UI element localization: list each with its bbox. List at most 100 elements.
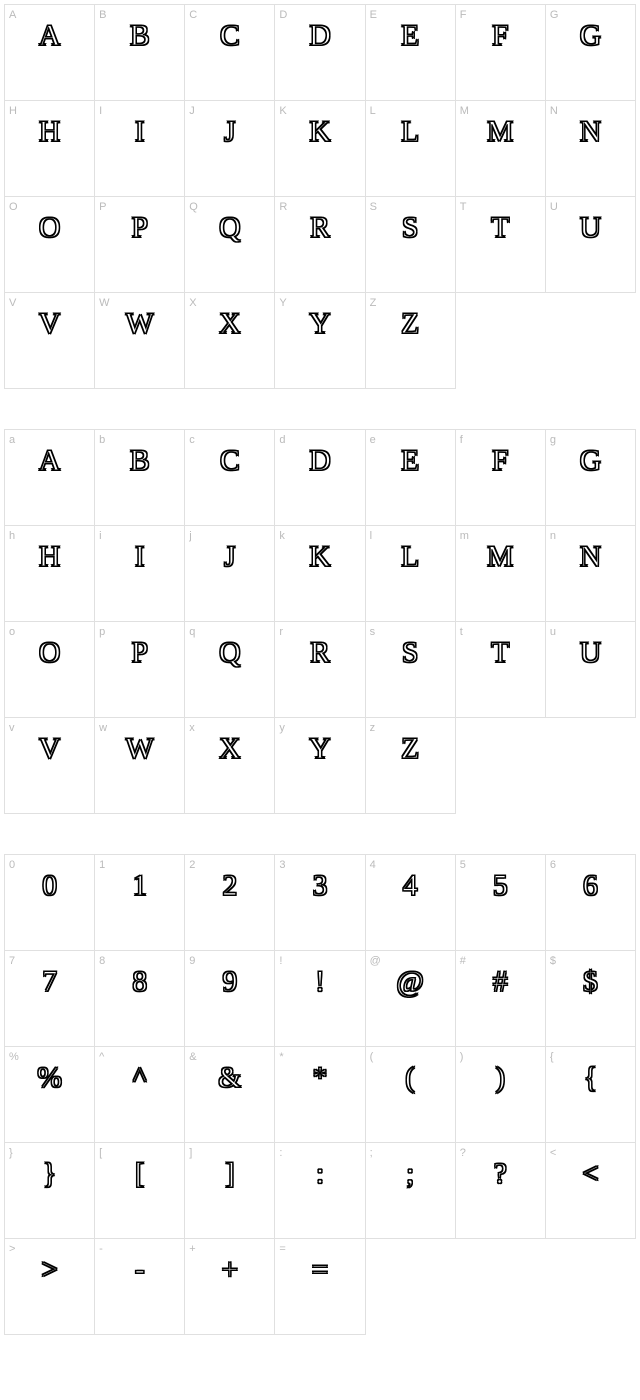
glyph-cell[interactable]: << [546,1143,636,1239]
glyph-cell[interactable]: }} [5,1143,95,1239]
glyph-cell[interactable]: 00 [5,855,95,951]
glyph-cell[interactable]: {{ [546,1047,636,1143]
glyph-cell[interactable]: jJ [185,526,275,622]
glyph-label: A [9,9,16,21]
glyph-cell[interactable]: HH [5,101,95,197]
glyph-cell[interactable]: iI [95,526,185,622]
glyph-cell[interactable]: qQ [185,622,275,718]
glyph-cell[interactable]: ZZ [366,293,456,389]
glyph-cell[interactable]: LL [366,101,456,197]
glyph-cell[interactable]: QQ [185,197,275,293]
glyph-label: ) [460,1051,464,1063]
glyph-cell[interactable]: ?? [456,1143,546,1239]
glyph-label: M [460,105,469,117]
glyph-cell[interactable]: MM [456,101,546,197]
glyph-cell[interactable]: pP [95,622,185,718]
glyph-cell[interactable]: :: [275,1143,365,1239]
glyph-cell[interactable]: JJ [185,101,275,197]
glyph-cell[interactable]: && [185,1047,275,1143]
glyph-cell[interactable]: mM [456,526,546,622]
glyph-cell[interactable]: WW [95,293,185,389]
glyph-cell[interactable]: @@ [366,951,456,1047]
glyph-cell[interactable]: eE [366,430,456,526]
glyph-cell[interactable]: xX [185,718,275,814]
glyph-cell[interactable]: rR [275,622,365,718]
glyph-cell[interactable]: !! [275,951,365,1047]
glyph-cell[interactable]: ]] [185,1143,275,1239]
glyph-cell[interactable]: YY [275,293,365,389]
glyph-cell[interactable]: 11 [95,855,185,951]
glyph-cell[interactable]: uU [546,622,636,718]
glyph-cell[interactable]: -- [95,1239,185,1335]
glyph-cell[interactable]: yY [275,718,365,814]
glyph-cell[interactable]: [[ [95,1143,185,1239]
glyph-cell[interactable]: wW [95,718,185,814]
glyph-cell[interactable]: TT [456,197,546,293]
glyph-cell[interactable]: $$ [546,951,636,1047]
glyph-cell[interactable]: cC [185,430,275,526]
glyph-cell[interactable]: DD [275,5,365,101]
glyph-cell[interactable]: sS [366,622,456,718]
glyph-cell[interactable]: CC [185,5,275,101]
glyph-cell[interactable]: dD [275,430,365,526]
glyph-label: m [460,530,469,542]
glyph-label: 3 [279,859,285,871]
glyph-label: F [460,9,467,21]
glyph-preview: = [312,1253,329,1287]
glyph-cell[interactable]: SS [366,197,456,293]
glyph-cell[interactable]: nN [546,526,636,622]
glyph-cell[interactable]: 88 [95,951,185,1047]
glyph-cell[interactable]: )) [456,1047,546,1143]
glyph-preview: S [402,211,419,245]
glyph-cell[interactable]: tT [456,622,546,718]
glyph-cell[interactable]: == [275,1239,365,1335]
glyph-label: f [460,434,463,446]
glyph-cell[interactable]: 22 [185,855,275,951]
glyph-cell[interactable]: II [95,101,185,197]
glyph-cell[interactable]: 66 [546,855,636,951]
glyph-cell[interactable]: 44 [366,855,456,951]
glyph-cell[interactable]: hH [5,526,95,622]
glyph-cell[interactable]: bB [95,430,185,526]
glyph-cell[interactable]: vV [5,718,95,814]
glyph-cell[interactable]: 77 [5,951,95,1047]
glyph-preview: V [39,307,61,341]
glyph-cell[interactable]: 55 [456,855,546,951]
glyph-cell[interactable]: XX [185,293,275,389]
glyph-preview: W [126,732,154,766]
glyph-cell[interactable]: gG [546,430,636,526]
glyph-cell[interactable]: (( [366,1047,456,1143]
glyph-cell[interactable]: zZ [366,718,456,814]
glyph-cell[interactable]: ;; [366,1143,456,1239]
glyph-cell[interactable]: >> [5,1239,95,1335]
glyph-label: t [460,626,463,638]
glyph-label: { [550,1051,554,1063]
glyph-cell[interactable]: OO [5,197,95,293]
glyph-label: * [279,1051,283,1063]
glyph-cell[interactable]: EE [366,5,456,101]
glyph-cell[interactable]: GG [546,5,636,101]
glyph-cell[interactable]: ** [275,1047,365,1143]
glyph-cell[interactable]: aA [5,430,95,526]
glyph-cell[interactable]: 99 [185,951,275,1047]
glyph-cell[interactable]: 33 [275,855,365,951]
glyph-preview: C [220,444,240,478]
glyph-cell[interactable]: kK [275,526,365,622]
glyph-cell[interactable]: ^^ [95,1047,185,1143]
glyph-cell[interactable]: UU [546,197,636,293]
glyph-cell[interactable]: oO [5,622,95,718]
glyph-cell[interactable]: PP [95,197,185,293]
glyph-cell[interactable]: FF [456,5,546,101]
glyph-cell[interactable]: ## [456,951,546,1047]
glyph-cell[interactable]: AA [5,5,95,101]
glyph-cell[interactable]: lL [366,526,456,622]
glyph-cell[interactable]: BB [95,5,185,101]
glyph-preview: Y [309,732,331,766]
glyph-cell[interactable]: KK [275,101,365,197]
glyph-cell[interactable]: VV [5,293,95,389]
glyph-cell[interactable]: RR [275,197,365,293]
glyph-cell[interactable]: ++ [185,1239,275,1335]
glyph-cell[interactable]: NN [546,101,636,197]
glyph-cell[interactable]: %% [5,1047,95,1143]
glyph-cell[interactable]: fF [456,430,546,526]
